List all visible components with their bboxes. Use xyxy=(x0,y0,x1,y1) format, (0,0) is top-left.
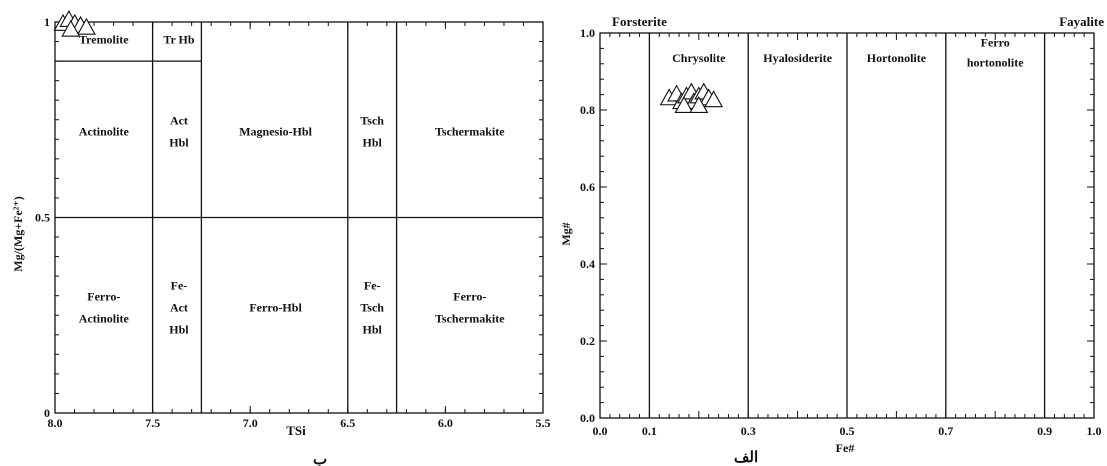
data-point-triangle xyxy=(61,19,81,37)
field-label: Act xyxy=(170,300,188,314)
left-x-axis-label: TSi xyxy=(286,423,306,438)
field-label: Hbl xyxy=(169,322,189,336)
field-label: Ferro- xyxy=(453,289,486,303)
field-label: Hortonolite xyxy=(867,51,927,65)
y-tick-label: 1.0 xyxy=(580,26,595,40)
left-y-axis-label: Mg/(Mg+Fe²⁺) xyxy=(11,196,25,271)
field-label: Fe- xyxy=(171,278,188,292)
x-tick-label: 1.0 xyxy=(1087,424,1102,438)
data-point-triangle xyxy=(704,90,724,108)
amphibole-classification-chart: 8.0 7.5 7.0 6.5 6.0 5.5 0 0.5 1 Tremolite Tr Hb Ac… xyxy=(11,9,551,466)
y-tick-label: 0.5 xyxy=(35,211,50,225)
forsterite-label: Forsterite xyxy=(612,14,667,29)
x-tick-label: 6.5 xyxy=(340,416,355,430)
y-tick-label: 0.0 xyxy=(580,411,595,425)
field-label: Ferro xyxy=(981,35,1010,49)
field-label: Ferro- xyxy=(87,289,120,303)
field-label: Tsch xyxy=(360,300,384,314)
fayalite-label: Fayalite xyxy=(1059,14,1104,29)
field-label: Chrysolite xyxy=(672,51,726,65)
field-label: hortonolite xyxy=(967,55,1024,69)
field-label: Tschermakite xyxy=(435,124,505,138)
field-label: Ferro-Hbl xyxy=(249,300,302,314)
data-point-triangle xyxy=(76,17,96,35)
right-y-axis-label: Mg# xyxy=(559,222,573,245)
field-label: Magnesio-Hbl xyxy=(239,124,312,138)
y-tick-label: 0.8 xyxy=(580,103,595,117)
y-tick-label: 1 xyxy=(44,15,50,29)
y-tick-label: 0 xyxy=(44,406,50,420)
right-chart-caption: الف xyxy=(734,450,758,466)
x-tick-label: 6.0 xyxy=(438,416,453,430)
x-tick-label: 8.0 xyxy=(48,416,63,430)
data-point-triangle xyxy=(674,96,694,113)
field-label: Hbl xyxy=(363,135,383,149)
y-tick-label: 0.2 xyxy=(580,334,595,348)
x-tick-label: 7.5 xyxy=(145,416,160,430)
olivine-classification-chart: 0.0 0.1 0.3 0.5 0.7 0.9 1.00.00.20.40.60.81.0 … xyxy=(559,14,1104,466)
x-tick-label: 0.3 xyxy=(741,424,756,438)
x-tick-label: 7.0 xyxy=(243,416,258,430)
field-label: Tschermakite xyxy=(435,311,505,325)
field-label: Act xyxy=(170,113,188,127)
y-tick-label: 0.4 xyxy=(580,257,595,271)
x-tick-label: 0.7 xyxy=(938,424,953,438)
field-label: Actinolite xyxy=(79,124,130,138)
x-tick-label: 0.9 xyxy=(1037,424,1052,438)
x-tick-label: 0.1 xyxy=(642,424,657,438)
field-label: Fe- xyxy=(364,278,381,292)
x-tick-label: 0.0 xyxy=(593,424,608,438)
x-tick-label: 5.5 xyxy=(536,416,551,430)
data-point-triangle xyxy=(689,96,709,113)
y-tick-label: 0.6 xyxy=(580,180,595,194)
right-x-axis-label: Fe# xyxy=(836,441,855,455)
left-chart-caption: ب xyxy=(313,452,327,466)
field-label: Tr Hb xyxy=(163,33,195,47)
field-label: Tsch xyxy=(360,113,384,127)
field-label: Hbl xyxy=(363,322,383,336)
x-tick-label: 0.5 xyxy=(840,424,855,438)
field-label: Hbl xyxy=(169,135,189,149)
field-label: Hyalosiderite xyxy=(763,51,832,65)
field-label: Tremolite xyxy=(79,33,129,47)
field-label: Actinolite xyxy=(79,311,130,325)
